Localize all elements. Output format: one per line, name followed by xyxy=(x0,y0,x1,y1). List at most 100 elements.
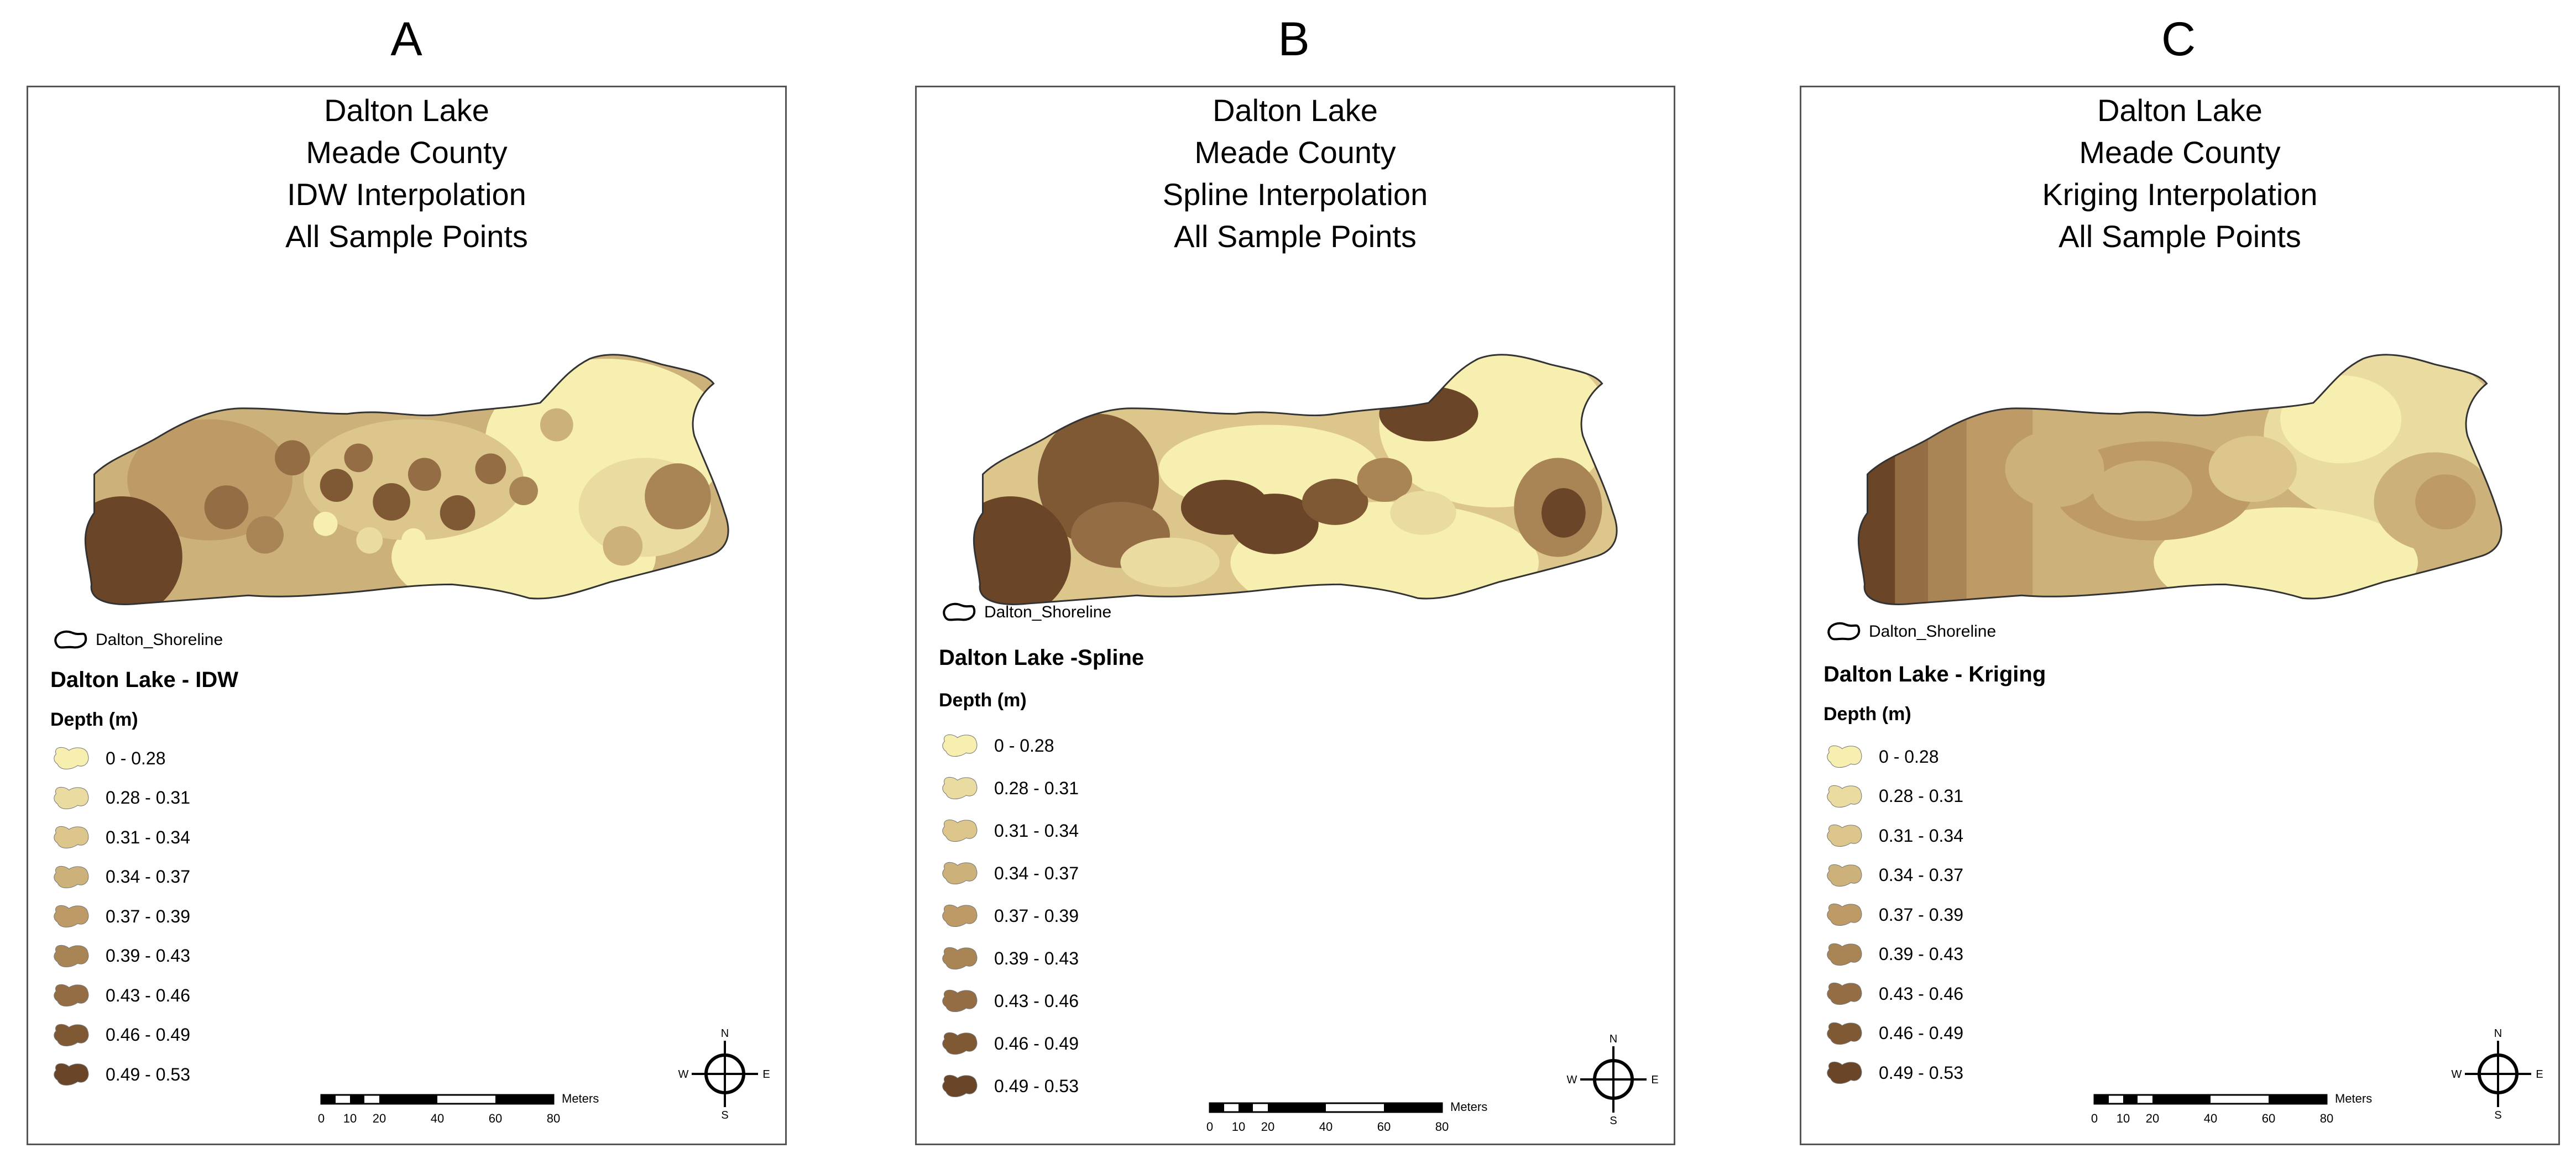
scale-bar: Meters 0 10 20 40 60 80 xyxy=(1206,1100,1487,1134)
legend-swatch-icon xyxy=(942,819,978,842)
legend-shoreline: Dalton_Shoreline xyxy=(939,599,1111,626)
scale-tick: 40 xyxy=(1319,1120,1333,1134)
legend-class-label: 0.34 - 0.37 xyxy=(106,867,190,887)
legend-swatch-icon xyxy=(942,734,978,757)
map-title: Dalton Lake Meade County Kriging Interpo… xyxy=(1801,90,2558,258)
title-line: Meade County xyxy=(2079,135,2281,170)
legend-shoreline: Dalton_Shoreline xyxy=(50,626,223,654)
legend-class-label: 0.34 - 0.37 xyxy=(994,863,1079,883)
legend-class-item: 0.49 - 0.53 xyxy=(1823,1058,1963,1087)
map-title: Dalton Lake Meade County Spline Interpol… xyxy=(917,90,1674,258)
legend-class-item: 0.46 - 0.49 xyxy=(1823,1019,1963,1048)
scale-tick: 10 xyxy=(343,1111,357,1125)
legend-swatch-icon xyxy=(1827,903,1862,926)
shoreline-label: Dalton_Shoreline xyxy=(96,631,223,649)
legend-swatch-icon xyxy=(942,1032,978,1055)
legend-class-label: 0.39 - 0.43 xyxy=(1879,944,1963,964)
title-line: Dalton Lake xyxy=(324,93,489,128)
legend-class-item: 0.31 - 0.34 xyxy=(939,816,1079,845)
legend-swatch-icon xyxy=(942,862,978,885)
compass-w: W xyxy=(2452,1068,2462,1081)
legend-class-item: 0.28 - 0.31 xyxy=(50,784,190,812)
legend-swatch-icon xyxy=(942,989,978,1013)
legend-swatch-icon xyxy=(54,1024,89,1046)
compass-s: S xyxy=(2494,1109,2501,1121)
title-line: Spline Interpolation xyxy=(1162,177,1428,212)
shoreline-label: Dalton_Shoreline xyxy=(1869,622,1997,641)
scale-unit: Meters xyxy=(562,1092,599,1105)
legend-class-item: 0.34 - 0.37 xyxy=(50,863,190,892)
legend-class-label: 0.31 - 0.34 xyxy=(994,820,1079,841)
legend-title: Dalton Lake -Spline xyxy=(939,646,1145,670)
legend-class-item: 0 - 0.28 xyxy=(50,744,166,773)
compass-n: N xyxy=(721,1027,729,1040)
compass-n: N xyxy=(1610,1033,1617,1045)
legend-swatch-icon xyxy=(1827,824,1862,847)
scale-tick: 40 xyxy=(431,1111,444,1125)
legend-class-item: 0.28 - 0.31 xyxy=(1823,782,1963,811)
legend-subtitle: Depth (m) xyxy=(50,709,138,730)
legend-swatch-icon xyxy=(1827,1061,1862,1084)
legend-class-item: 0.43 - 0.46 xyxy=(50,981,190,1010)
title-line: Meade County xyxy=(1194,135,1396,170)
compass-w: W xyxy=(678,1068,689,1081)
legend-class-item: 0.43 - 0.46 xyxy=(1823,979,1963,1008)
legend-swatch-icon xyxy=(1827,785,1862,808)
lake-depth-map xyxy=(84,354,729,605)
title-line: Kriging Interpolation xyxy=(2042,177,2318,212)
legend-class-label: 0.28 - 0.31 xyxy=(994,778,1079,798)
scale-tick: 0 xyxy=(318,1111,325,1125)
shoreline-label: Dalton_Shoreline xyxy=(984,603,1112,621)
lake-depth-map xyxy=(1857,354,2502,605)
legend-class-item: 0.37 - 0.39 xyxy=(1823,900,1963,929)
legend-class-item: 0.31 - 0.34 xyxy=(1823,821,1963,850)
shoreline-outline xyxy=(1857,354,2502,605)
legend-class-item: 0.28 - 0.31 xyxy=(939,774,1079,803)
legend-class-label: 0.39 - 0.43 xyxy=(994,948,1079,968)
map-title: Dalton Lake Meade County IDW Interpolati… xyxy=(28,90,785,258)
legend-swatch-icon xyxy=(1827,864,1862,887)
compass-e: E xyxy=(2536,1068,2543,1081)
legend-class-label: 0.28 - 0.31 xyxy=(1879,786,1963,806)
scale-tick: 80 xyxy=(547,1111,560,1125)
legend-class-item: 0.49 - 0.53 xyxy=(50,1060,190,1089)
legend-swatch-icon xyxy=(54,787,89,809)
legend-class-label: 0 - 0.28 xyxy=(1879,746,1939,767)
legend-class-label: 0.34 - 0.37 xyxy=(1879,865,1963,885)
shoreline-outline xyxy=(84,354,729,605)
scale-tick: 10 xyxy=(1232,1120,1245,1134)
legend-class-item: 0.34 - 0.37 xyxy=(1823,861,1963,890)
title-line: IDW Interpolation xyxy=(287,177,526,212)
legend-swatch-icon xyxy=(54,1063,89,1086)
legend-class-item: 0.39 - 0.43 xyxy=(50,942,190,971)
map-frame: Dalton Lake Meade County Kriging Interpo… xyxy=(1800,86,2560,1145)
scale-tick: 0 xyxy=(1206,1120,1213,1134)
title-line: All Sample Points xyxy=(2058,219,2301,254)
title-line: Dalton Lake xyxy=(1213,93,1378,128)
scale-unit: Meters xyxy=(2335,1092,2372,1105)
north-arrow: N S E W xyxy=(1567,1033,1659,1126)
legend-class-item: 0.34 - 0.37 xyxy=(939,859,1079,888)
legend-swatch-icon xyxy=(942,904,978,927)
compass-w: W xyxy=(1567,1074,1577,1086)
shoreline-outline xyxy=(973,354,1618,605)
legend-class-label: 0.49 - 0.53 xyxy=(1879,1062,1963,1083)
legend-swatch-icon xyxy=(54,866,89,888)
map-frame: Dalton Lake Meade County IDW Interpolati… xyxy=(27,86,787,1145)
title-line: Dalton Lake xyxy=(2097,93,2263,128)
shoreline-icon xyxy=(943,602,976,621)
legend-class-label: 0.31 - 0.34 xyxy=(106,827,190,847)
legend-class-item: 0.49 - 0.53 xyxy=(939,1072,1079,1100)
scale-tick: 20 xyxy=(1261,1120,1274,1134)
compass-e: E xyxy=(762,1068,770,1081)
legend-class-label: 0.46 - 0.49 xyxy=(106,1025,190,1045)
legend-class-item: 0 - 0.28 xyxy=(1823,742,1939,771)
panel-letter: B xyxy=(1278,13,1310,66)
legend-swatch-icon xyxy=(54,984,89,1007)
legend-class-label: 0.46 - 0.49 xyxy=(1879,1023,1963,1043)
legend-swatch-icon xyxy=(1827,982,1862,1005)
panel-letter: A xyxy=(390,13,422,66)
legend-class-item: 0.46 - 0.49 xyxy=(50,1021,190,1050)
legend-class-label: 0 - 0.28 xyxy=(106,748,166,768)
scale-tick: 20 xyxy=(373,1111,386,1125)
